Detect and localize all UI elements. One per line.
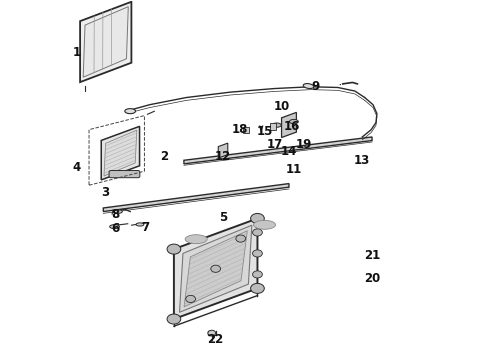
Text: 9: 9 — [312, 80, 320, 93]
Ellipse shape — [136, 223, 144, 226]
Polygon shape — [184, 137, 372, 164]
Ellipse shape — [114, 210, 122, 213]
Polygon shape — [83, 6, 128, 77]
Circle shape — [252, 229, 262, 236]
Text: 15: 15 — [256, 125, 273, 138]
Text: 1: 1 — [73, 46, 80, 59]
Polygon shape — [104, 130, 137, 176]
Ellipse shape — [290, 120, 298, 124]
Ellipse shape — [125, 109, 136, 114]
Polygon shape — [174, 219, 257, 319]
Bar — [270, 123, 276, 130]
Polygon shape — [179, 225, 252, 312]
Text: 11: 11 — [286, 163, 302, 176]
Polygon shape — [103, 184, 289, 212]
Circle shape — [211, 265, 220, 273]
Text: 10: 10 — [273, 100, 290, 113]
Circle shape — [252, 271, 262, 278]
Circle shape — [167, 314, 181, 324]
Text: 18: 18 — [232, 123, 248, 136]
Ellipse shape — [272, 123, 281, 127]
Circle shape — [252, 250, 262, 257]
Text: 13: 13 — [354, 154, 370, 167]
Circle shape — [250, 283, 264, 293]
Ellipse shape — [185, 235, 207, 244]
Text: 14: 14 — [281, 145, 297, 158]
Polygon shape — [184, 231, 247, 307]
Text: 6: 6 — [111, 222, 120, 235]
Text: 16: 16 — [283, 120, 299, 133]
Circle shape — [167, 244, 181, 254]
Ellipse shape — [303, 84, 314, 89]
Text: 20: 20 — [364, 272, 380, 285]
Text: 22: 22 — [208, 333, 224, 346]
Polygon shape — [282, 112, 296, 138]
Text: 2: 2 — [160, 150, 169, 163]
Polygon shape — [101, 126, 140, 180]
Text: 4: 4 — [73, 161, 80, 174]
Polygon shape — [80, 2, 131, 82]
Text: 19: 19 — [295, 138, 312, 150]
Circle shape — [250, 213, 264, 224]
Text: 5: 5 — [219, 211, 227, 224]
Text: 21: 21 — [364, 249, 380, 262]
Bar — [243, 127, 249, 134]
Text: 3: 3 — [102, 186, 110, 199]
Circle shape — [208, 330, 216, 336]
Circle shape — [186, 295, 196, 302]
Text: 8: 8 — [111, 208, 120, 221]
Polygon shape — [218, 143, 228, 158]
Text: 12: 12 — [215, 150, 231, 163]
Ellipse shape — [253, 220, 275, 229]
Circle shape — [236, 235, 245, 242]
FancyBboxPatch shape — [109, 171, 140, 178]
Ellipse shape — [110, 225, 120, 229]
Text: 17: 17 — [266, 138, 282, 150]
Text: 7: 7 — [141, 221, 149, 234]
